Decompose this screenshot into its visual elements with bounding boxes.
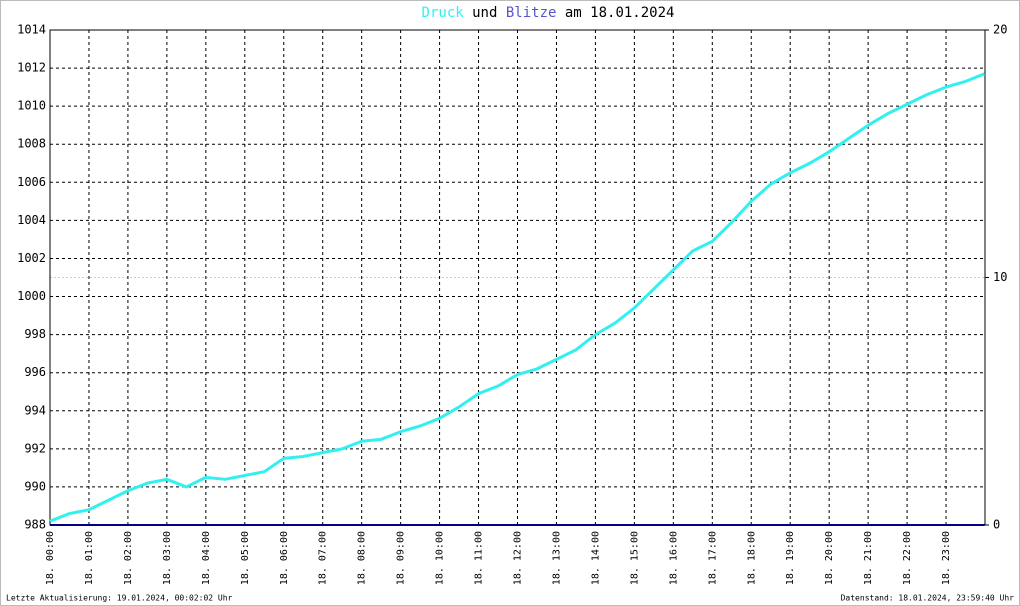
x-tick-label: 18. 21:00: [863, 531, 874, 585]
x-tick-label: 18. 04:00: [201, 531, 212, 585]
x-tick-label: 18. 13:00: [551, 531, 562, 585]
title-blitze: Blitze: [506, 5, 557, 21]
footer-left: Letzte Aktualisierung: 19.01.2024, 00:02…: [6, 594, 233, 603]
x-tick-label: 18. 23:00: [941, 531, 952, 585]
title-date: am 18.01.2024: [565, 5, 675, 21]
y-tick-label: 1004: [17, 213, 46, 227]
x-tick-label: 18. 05:00: [240, 531, 251, 585]
footer-right: Datenstand: 18.01.2024, 23:59:40 Uhr: [841, 594, 1015, 603]
x-tick-label: 18. 18:00: [746, 531, 757, 585]
y-tick-label: 1014: [17, 23, 46, 37]
x-tick-label: 18. 10:00: [435, 531, 446, 585]
y-tick-label: 1000: [17, 289, 46, 303]
x-tick-label: 18. 14:00: [590, 531, 601, 585]
x-tick-label: 18. 07:00: [318, 531, 329, 585]
title-druck: Druck: [422, 5, 465, 21]
y-tick-label: 992: [24, 441, 46, 455]
x-tick-label: 18. 19:00: [785, 531, 796, 585]
x-tick-label: 18. 09:00: [396, 531, 407, 585]
title-und: und: [472, 5, 497, 21]
x-tick-label: 18. 03:00: [162, 531, 173, 585]
y-tick-label: 1010: [17, 99, 46, 113]
y-tick-label: 996: [24, 365, 46, 379]
x-tick-label: 18. 01:00: [84, 531, 95, 585]
y-tick-label: 998: [24, 327, 46, 341]
y-tick-label: 1006: [17, 175, 46, 189]
y2-tick-label: 0: [993, 518, 1000, 532]
x-tick-label: 18. 12:00: [513, 531, 524, 585]
y-tick-label: 988: [24, 518, 46, 532]
x-tick-label: 18. 06:00: [279, 531, 290, 585]
x-tick-label: 18. 20:00: [824, 531, 835, 585]
y-tick-label: 994: [24, 403, 46, 417]
y2-tick-label: 10: [993, 270, 1007, 284]
x-tick-label: 18. 15:00: [629, 531, 640, 585]
series-line: [49, 72, 986, 523]
chart-title: Druck und Blitze am 18.01.2024: [422, 5, 675, 21]
x-tick-label: 18. 22:00: [902, 531, 913, 585]
x-tick-label: 18. 11:00: [474, 531, 485, 585]
y-tick-label: 990: [24, 479, 46, 493]
x-tick-label: 18. 08:00: [357, 531, 368, 585]
y-tick-label: 1002: [17, 251, 46, 265]
x-tick-label: 18. 16:00: [668, 531, 679, 585]
y-tick-label: 1008: [17, 137, 46, 151]
x-tick-label: 18. 02:00: [123, 531, 134, 585]
x-tick-label: 18. 17:00: [707, 531, 718, 585]
y-tick-label: 1012: [17, 61, 46, 75]
y2-tick-label: 20: [993, 23, 1007, 37]
x-tick-label: 18. 00:00: [45, 531, 56, 585]
